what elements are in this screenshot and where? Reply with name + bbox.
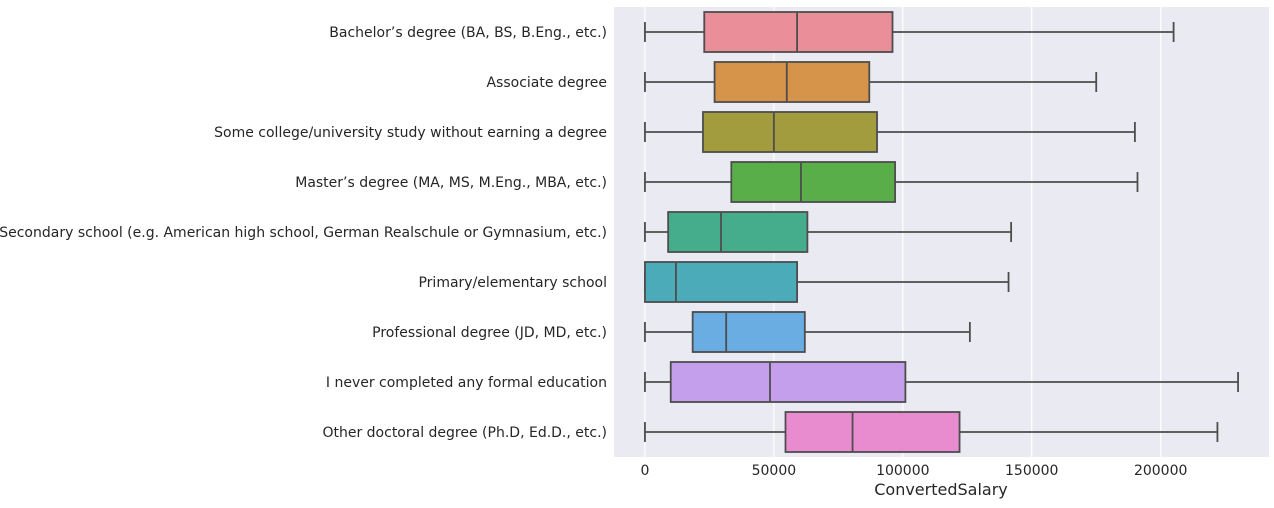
x-tick-labels: 0 50000 100000 150000 200000 (640, 463, 1187, 479)
y-tick-labels: Bachelor’s degree (BA, BS, B.Eng., etc.)… (0, 25, 607, 441)
iqr-box (644, 261, 798, 303)
y-tick-label: Associate degree (486, 75, 607, 91)
box-group (644, 261, 1010, 303)
x-axis-label: ConvertedSalary (874, 480, 1008, 499)
iqr-box (784, 411, 961, 453)
box-group (644, 61, 1098, 103)
iqr-box (703, 11, 894, 53)
box-group (644, 11, 1175, 53)
iqr-box (669, 361, 907, 403)
x-tick-label: 150000 (1005, 463, 1058, 479)
y-tick-label: Some college/university study without ea… (214, 125, 607, 141)
y-tick-label: Other doctoral degree (Ph.D, Ed.D., etc.… (322, 425, 607, 441)
box-group (644, 311, 971, 353)
box-group (644, 211, 1013, 253)
x-tick-label: 200000 (1134, 463, 1187, 479)
y-tick-label: Primary/elementary school (418, 275, 607, 291)
box-group (644, 411, 1219, 453)
x-tick-label: 100000 (876, 463, 929, 479)
box-group (644, 161, 1139, 203)
y-tick-label: I never completed any formal education (326, 375, 607, 391)
iqr-box (702, 111, 878, 153)
x-tick-label: 50000 (752, 463, 797, 479)
y-tick-label: Bachelor’s degree (BA, BS, B.Eng., etc.) (329, 25, 607, 41)
iqr-box (713, 61, 871, 103)
box-group (644, 361, 1239, 403)
iqr-box (667, 211, 809, 253)
box-group (644, 111, 1136, 153)
y-tick-label: Professional degree (JD, MD, etc.) (372, 325, 607, 341)
x-tick-label: 0 (640, 463, 649, 479)
y-tick-label: Master’s degree (MA, MS, M.Eng., MBA, et… (295, 175, 607, 191)
iqr-box (691, 311, 806, 353)
y-tick-label: Secondary school (e.g. American high sch… (0, 225, 607, 241)
iqr-box (730, 161, 896, 203)
boxes (644, 11, 1239, 453)
